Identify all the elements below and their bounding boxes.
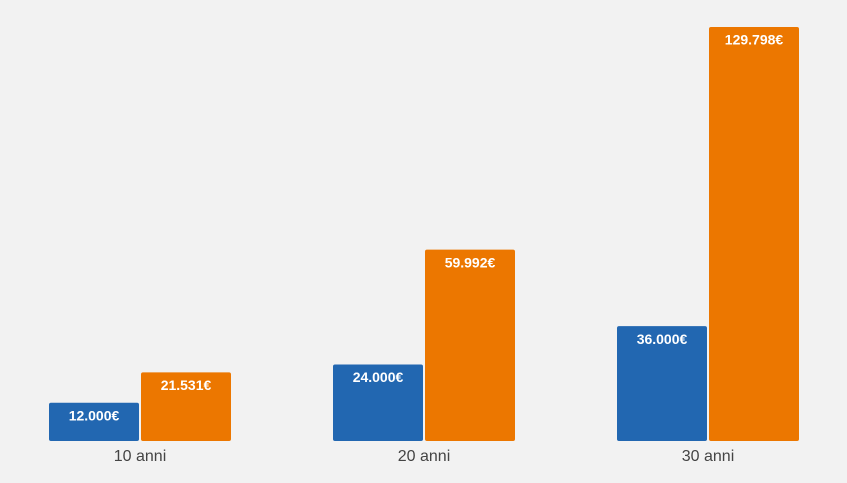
bar [49, 402, 139, 441]
value-label: 36.000€ [637, 331, 688, 347]
x-tick-label: 10 anni [114, 448, 167, 465]
value-label: 129.798€ [725, 32, 784, 48]
bar [425, 249, 515, 441]
value-label: 21.531€ [161, 377, 212, 393]
value-label: 24.000€ [353, 369, 404, 385]
value-label: 12.000€ [69, 407, 120, 423]
x-tick-label: 20 anni [398, 448, 451, 465]
bar [709, 27, 799, 441]
value-label: 59.992€ [445, 254, 496, 270]
bar [617, 326, 707, 441]
x-tick-label: 30 anni [682, 448, 735, 465]
bar [333, 364, 423, 441]
bar [141, 372, 231, 441]
